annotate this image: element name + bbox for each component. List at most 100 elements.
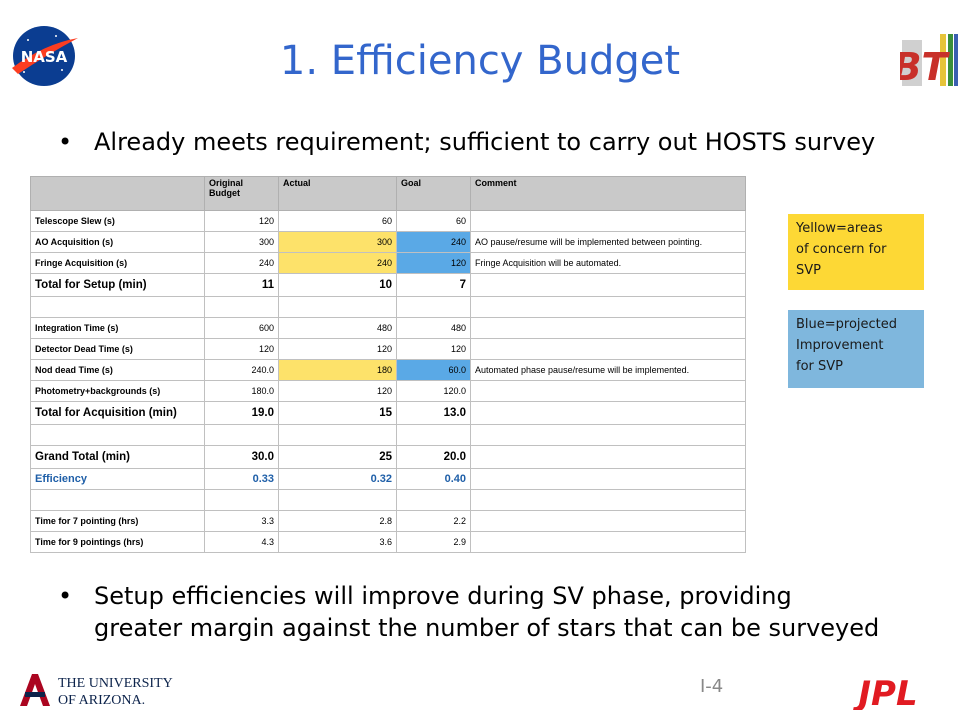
original-cell: 11 [204,273,279,297]
table-row: Grand Total (min) 30.0 25 20.0 [30,445,746,469]
legend-yellow-line: SVP [796,263,821,278]
actual-cell: 25 [278,445,397,469]
actual-cell: 15 [278,401,397,425]
goal-cell: 60 [396,210,471,232]
original-cell: 240.0 [204,359,279,381]
row-label [30,424,205,446]
original-cell: 0.33 [204,468,279,490]
table-row [30,424,746,446]
original-cell: 30.0 [204,445,279,469]
comment-cell [470,273,746,297]
svg-text:BT: BT [900,45,951,88]
comment-cell [470,531,746,553]
bullet-2-line-1: Setup efficiencies will improve during S… [94,582,792,610]
table-row: Time for 9 pointings (hrs) 4.3 3.6 2.9 [30,531,746,553]
table-row: Total for Acquisition (min) 19.0 15 13.0 [30,401,746,425]
table-row: Total for Setup (min) 11 10 7 [30,273,746,297]
row-label: Telescope Slew (s) [30,210,205,232]
original-cell: 4.3 [204,531,279,553]
legend-blue-line: Improvement [796,338,884,353]
actual-cell: 300 [278,231,397,253]
actual-cell [278,424,397,446]
svg-text:NASA: NASA [21,48,68,66]
legend-blue-line: Blue=projected [796,317,898,332]
bullet-dot: • [58,582,73,610]
goal-cell: 0.40 [396,468,471,490]
row-label: Time for 7 pointing (hrs) [30,510,205,532]
actual-cell: 2.8 [278,510,397,532]
goal-cell [396,296,471,318]
comment-cell [470,489,746,511]
bullet-1-text: Already meets requirement; sufficient to… [94,128,876,156]
row-label: Efficiency [30,468,205,490]
goal-cell: 480 [396,317,471,339]
table-row: AO Acquisition (s) 300 300 240 AO pause/… [30,231,746,253]
legend-blue: Blue=projected Improvement for SVP [788,310,924,388]
header-cell: Goal [396,176,471,211]
header-cell [30,176,205,211]
jpl-logo: JPL [852,674,917,710]
actual-cell: 0.32 [278,468,397,490]
original-cell: 240 [204,252,279,274]
actual-cell [278,489,397,511]
goal-cell: 20.0 [396,445,471,469]
goal-cell [396,489,471,511]
comment-cell [470,210,746,232]
actual-cell: 480 [278,317,397,339]
legend-yellow: Yellow=areas of concern for SVP [788,214,924,290]
comment-cell [470,468,746,490]
goal-cell: 7 [396,273,471,297]
actual-cell: 240 [278,252,397,274]
actual-cell: 3.6 [278,531,397,553]
legend-yellow-line: of concern for [796,242,887,257]
row-label: Total for Setup (min) [30,273,205,297]
actual-cell: 180 [278,359,397,381]
goal-cell: 2.9 [396,531,471,553]
row-label [30,296,205,318]
original-cell: 120 [204,338,279,360]
row-label: Nod dead Time (s) [30,359,205,381]
table-row: Photometry+backgrounds (s) 180.0 120 120… [30,380,746,402]
legend-blue-line: for SVP [796,359,843,374]
table-row: Fringe Acquisition (s) 240 240 120 Fring… [30,252,746,274]
table-row: Detector Dead Time (s) 120 120 120 [30,338,746,360]
original-cell [204,489,279,511]
svg-text:JPL: JPL [852,674,917,710]
original-cell: 600 [204,317,279,339]
original-cell [204,296,279,318]
table-row: Integration Time (s) 600 480 480 [30,317,746,339]
header-cell: Actual [278,176,397,211]
row-label: Photometry+backgrounds (s) [30,380,205,402]
svg-text:OF ARIZONA.: OF ARIZONA. [58,693,145,708]
comment-cell [470,424,746,446]
comment-cell [470,317,746,339]
original-cell: 19.0 [204,401,279,425]
comment-cell [470,510,746,532]
original-cell [204,424,279,446]
goal-cell: 120 [396,252,471,274]
original-cell: 180.0 [204,380,279,402]
goal-cell: 120.0 [396,380,471,402]
actual-cell: 60 [278,210,397,232]
comment-cell [470,338,746,360]
row-label: Time for 9 pointings (hrs) [30,531,205,553]
bullet-dot: • [58,128,73,156]
goal-cell: 60.0 [396,359,471,381]
row-label [30,489,205,511]
goal-cell: 120 [396,338,471,360]
page-number: I-4 [700,676,724,697]
table-row [30,296,746,318]
actual-cell [278,296,397,318]
comment-cell [470,296,746,318]
comment-cell: Automated phase pause/resume will be imp… [470,359,746,381]
row-label: Grand Total (min) [30,445,205,469]
table-row: Efficiency 0.33 0.32 0.40 [30,468,746,490]
bullet-2-line-2: greater margin against the number of sta… [94,614,880,642]
row-label: AO Acquisition (s) [30,231,205,253]
header-cell: Comment [470,176,746,211]
row-label: Total for Acquisition (min) [30,401,205,425]
comment-cell [470,401,746,425]
bt-logo: BT [900,34,958,88]
comment-cell [470,380,746,402]
goal-cell [396,424,471,446]
